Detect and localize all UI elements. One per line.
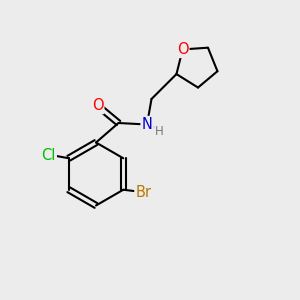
Text: O: O [177, 42, 188, 57]
Text: N: N [142, 117, 152, 132]
Text: Br: Br [135, 184, 152, 200]
Text: Cl: Cl [41, 148, 56, 163]
Text: O: O [92, 98, 103, 113]
Text: H: H [155, 124, 164, 138]
